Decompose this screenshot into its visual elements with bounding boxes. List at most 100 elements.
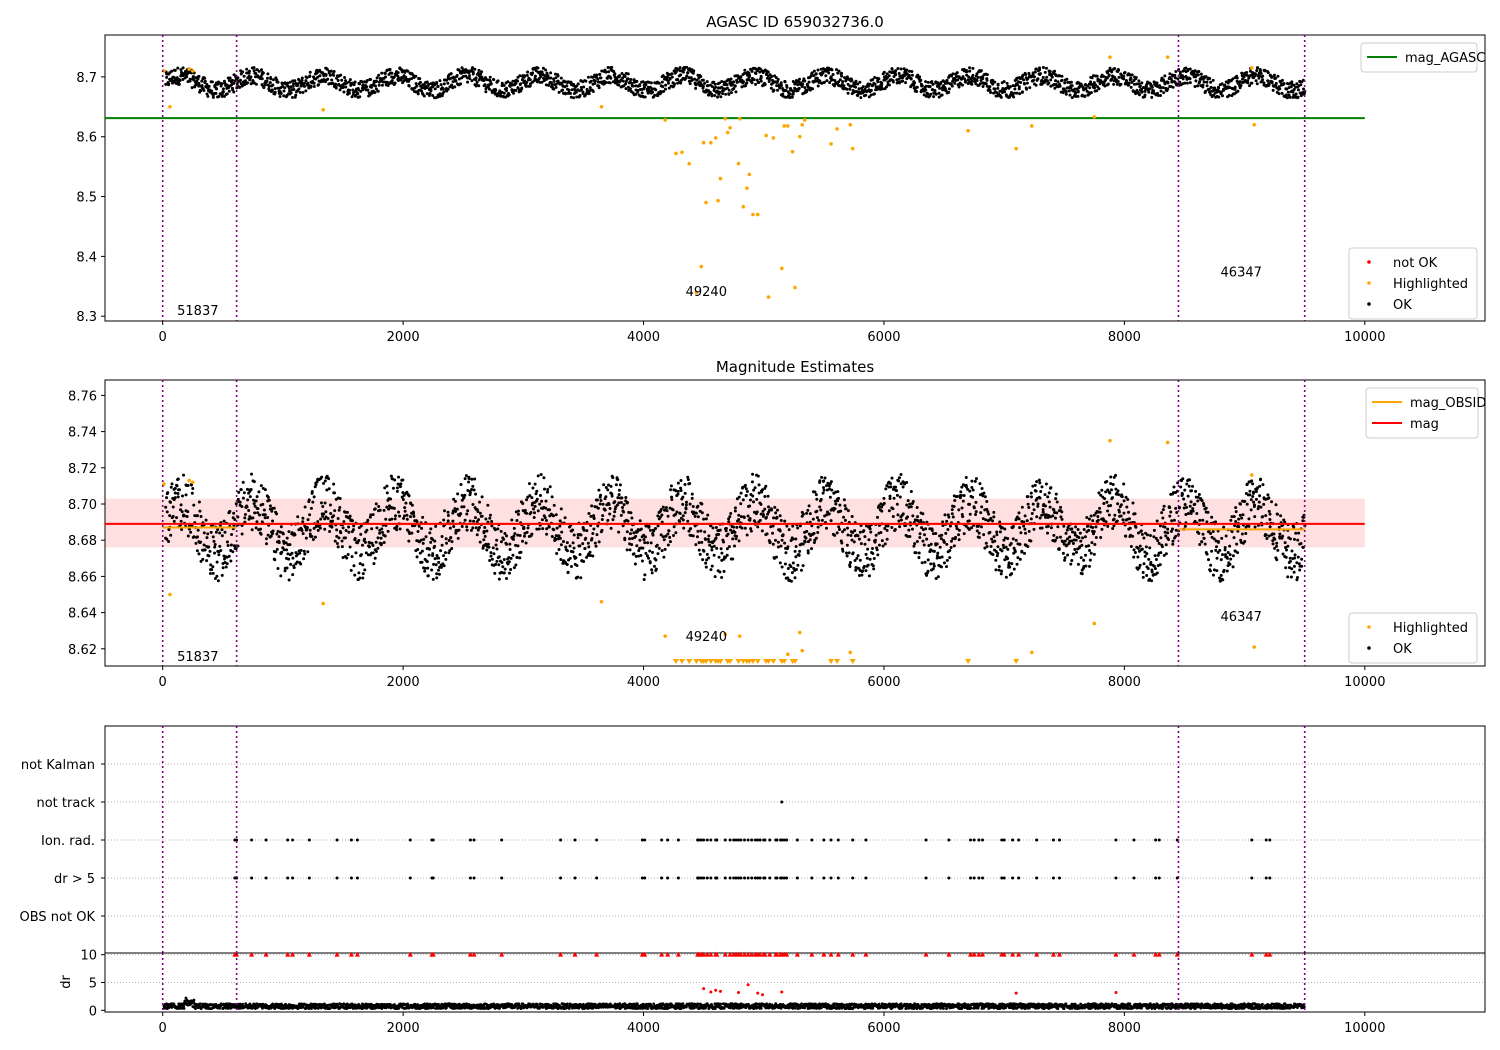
- highlighted-point: [187, 67, 191, 71]
- ok-point: [1076, 562, 1080, 566]
- ok-point: [247, 508, 251, 512]
- ok-point: [306, 550, 310, 554]
- ok-point: [453, 507, 457, 511]
- ok-point: [685, 65, 689, 69]
- ok-point: [931, 82, 935, 86]
- ok-point: [536, 66, 540, 70]
- ok-point: [271, 529, 275, 533]
- ok-point: [864, 93, 868, 97]
- ok-point: [429, 89, 433, 93]
- ok-point: [663, 508, 667, 512]
- ok-point: [360, 543, 364, 547]
- ok-point: [532, 507, 536, 511]
- ok-point: [841, 549, 845, 553]
- ok-point: [494, 88, 498, 92]
- ok-point: [966, 78, 970, 82]
- ok-point: [908, 535, 912, 539]
- ok-point: [525, 81, 529, 85]
- ok-point: [556, 74, 560, 78]
- ok-point: [875, 87, 879, 91]
- ok-point: [779, 81, 783, 85]
- ok-point: [633, 562, 637, 566]
- ok-point: [774, 511, 778, 515]
- ok-point: [770, 75, 774, 79]
- ok-point: [906, 535, 910, 539]
- ok-point: [194, 82, 198, 86]
- ok-point: [208, 549, 212, 553]
- ok-point: [310, 489, 314, 493]
- ok-point: [674, 489, 678, 493]
- ok-point: [278, 95, 282, 99]
- ok-point: [347, 80, 351, 84]
- ok-point: [769, 86, 773, 90]
- ok-point: [796, 83, 800, 87]
- ok-point: [542, 487, 546, 491]
- ok-point: [431, 552, 435, 556]
- ok-point: [311, 500, 315, 504]
- ok-point: [558, 524, 562, 528]
- ok-point: [981, 494, 985, 498]
- ok-point: [246, 81, 250, 85]
- ok-point: [511, 537, 515, 541]
- ok-point: [654, 88, 658, 92]
- ok-point: [197, 500, 201, 504]
- ok-point: [647, 525, 651, 529]
- ok-point: [1021, 73, 1025, 77]
- ok-point: [1168, 72, 1172, 76]
- ok-point: [1132, 79, 1136, 83]
- ok-point: [945, 519, 949, 523]
- ok-point: [674, 531, 678, 535]
- ok-point: [252, 69, 256, 73]
- ok-point: [1066, 553, 1070, 557]
- ok-point: [746, 514, 750, 518]
- ok-point: [696, 515, 700, 519]
- y-tick-label: 8.5: [76, 191, 97, 206]
- ok-point: [207, 554, 211, 558]
- ok-point: [253, 504, 257, 508]
- ok-point: [438, 92, 442, 96]
- ok-point: [1012, 95, 1016, 99]
- highlighted-point: [713, 136, 718, 140]
- ok-point: [846, 91, 850, 95]
- ok-point: [1038, 481, 1042, 485]
- ok-point: [735, 80, 739, 84]
- ok-point: [1023, 514, 1027, 518]
- ok-point: [999, 572, 1003, 576]
- ok-point: [268, 504, 272, 508]
- ok-point: [274, 550, 278, 554]
- ok-point: [640, 91, 644, 95]
- ok-point: [410, 77, 414, 81]
- ok-point: [1016, 556, 1020, 560]
- ok-point: [482, 531, 486, 535]
- ok-point: [516, 509, 520, 513]
- ok-point: [764, 515, 768, 519]
- ok-point: [960, 485, 964, 489]
- ok-point: [441, 87, 445, 91]
- ok-point: [545, 532, 549, 536]
- ok-point: [907, 528, 911, 532]
- ok-point: [483, 534, 487, 538]
- ok-point: [699, 74, 703, 78]
- ok-point: [699, 529, 703, 533]
- ok-point: [352, 564, 356, 568]
- ok-point: [995, 530, 999, 534]
- ok-point: [929, 92, 933, 96]
- ok-point: [768, 541, 772, 545]
- ok-point: [463, 477, 467, 481]
- ok-point: [995, 554, 999, 558]
- ok-point: [659, 533, 663, 537]
- ok-point: [1011, 537, 1015, 541]
- ok-point: [305, 76, 309, 80]
- ok-point: [897, 77, 901, 81]
- ok-point: [1080, 572, 1084, 576]
- ok-point: [345, 81, 349, 85]
- ok-point: [1280, 78, 1284, 82]
- highlighted-point: [764, 133, 768, 138]
- ok-point: [527, 482, 531, 486]
- ok-point: [545, 490, 549, 494]
- ok-point: [535, 497, 539, 501]
- ok-point: [621, 79, 625, 83]
- ok-point: [822, 479, 826, 483]
- ok-point: [830, 488, 834, 492]
- ok-point: [700, 502, 704, 506]
